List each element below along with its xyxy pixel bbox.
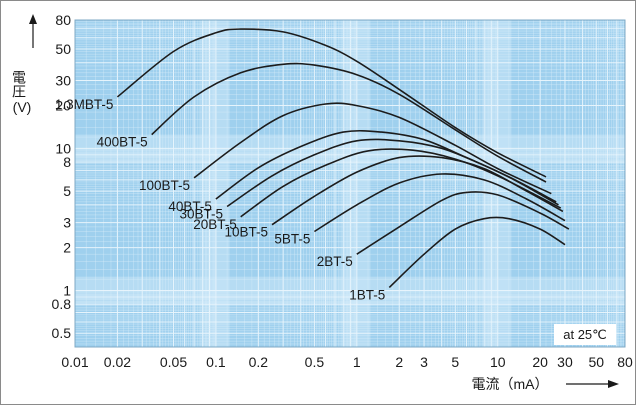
curve-400bt-5 bbox=[151, 62, 547, 183]
curve-5bt-5 bbox=[313, 173, 566, 233]
y-tick-labels: 0.5 0.81 2 3 5 810 20 30 50 80 bbox=[52, 12, 72, 341]
curve-labels: 1.3MBT-5 400BT-5 100BT-5 40BT-530BT-520BT-5… bbox=[55, 97, 385, 303]
y-tick-label: 3 bbox=[63, 215, 71, 231]
label-13mbt-5: 1.3MBT-5 bbox=[55, 97, 114, 112]
curve-100bt-5 bbox=[193, 102, 552, 195]
curve-30bt-5 bbox=[226, 138, 559, 208]
x-tick-label: 0.02 bbox=[104, 354, 131, 370]
curve-13mbt-5 bbox=[116, 28, 547, 178]
label-20bt-5: 20BT-5 bbox=[193, 217, 237, 232]
curve-1bt-5 bbox=[388, 216, 566, 288]
x-tick-label: 80 bbox=[617, 354, 633, 370]
y-tick-label: 0.5 bbox=[52, 325, 72, 341]
curve-2bt-5 bbox=[356, 191, 570, 255]
temperature-note-text: at 25℃ bbox=[563, 327, 607, 342]
x-tick-label: 30 bbox=[557, 354, 573, 370]
y-tick-label: 80 bbox=[55, 12, 71, 28]
y-tick-label: 30 bbox=[55, 73, 71, 89]
x-axis-title: 電流（mA） bbox=[472, 376, 619, 392]
x-tick-label: 0.05 bbox=[160, 354, 187, 370]
x-tick-label: 1 bbox=[353, 354, 361, 370]
plot-border bbox=[74, 19, 626, 348]
label-2bt-5: 2BT-5 bbox=[317, 254, 353, 269]
x-tick-label: 0.2 bbox=[249, 354, 269, 370]
y-axis-title: 電圧 (V) bbox=[11, 14, 37, 115]
x-tick-label: 0.01 bbox=[61, 354, 88, 370]
label-5bt-5: 5BT-5 bbox=[274, 231, 310, 246]
x-tick-labels: 0.01 0.02 0.05 0.1 0.2 0.5 1 2 3 5 10 20 30 50 80 bbox=[61, 354, 633, 370]
x-tick-label: 0.1 bbox=[206, 354, 226, 370]
y-axis-arrow-head-icon bbox=[29, 14, 37, 24]
x-tick-label: 3 bbox=[420, 354, 428, 370]
curve-10bt-5 bbox=[271, 155, 564, 226]
y-axis-unit: (V) bbox=[13, 99, 32, 115]
y-tick-label: 1 bbox=[63, 282, 71, 298]
x-tick-label: 10 bbox=[490, 354, 506, 370]
y-tick-label: 20 bbox=[55, 98, 71, 114]
x-axis-label: 電流（mA） bbox=[472, 376, 549, 392]
x-tick-label: 5 bbox=[451, 354, 459, 370]
label-40bt-5: 40BT-5 bbox=[168, 199, 212, 214]
temperature-note-box bbox=[554, 324, 616, 345]
y-tick-label: 50 bbox=[55, 41, 71, 57]
label-10bt-5: 10BT-5 bbox=[224, 225, 268, 240]
label-100bt-5: 100BT-5 bbox=[139, 178, 190, 193]
label-30bt-5: 30BT-5 bbox=[180, 206, 224, 221]
x-tick-label: 2 bbox=[395, 354, 403, 370]
y-tick-label: 10 bbox=[55, 140, 71, 156]
x-tick-label: 0.5 bbox=[305, 354, 325, 370]
label-1bt-5: 1BT-5 bbox=[349, 287, 385, 302]
y-axis-label: 電圧 bbox=[11, 70, 27, 98]
y-tick-label: 0.8 bbox=[52, 296, 72, 312]
y-tick-label: 2 bbox=[63, 240, 71, 256]
x-tick-label: 50 bbox=[588, 354, 604, 370]
y-tick-label: 8 bbox=[63, 154, 71, 170]
y-tick-label: 5 bbox=[63, 183, 71, 199]
curves bbox=[116, 28, 570, 288]
x-axis-arrow-head-icon bbox=[608, 380, 619, 388]
label-400bt-5: 400BT-5 bbox=[97, 135, 148, 150]
temperature-note: at 25℃ bbox=[554, 324, 616, 345]
x-tick-label: 20 bbox=[532, 354, 548, 370]
